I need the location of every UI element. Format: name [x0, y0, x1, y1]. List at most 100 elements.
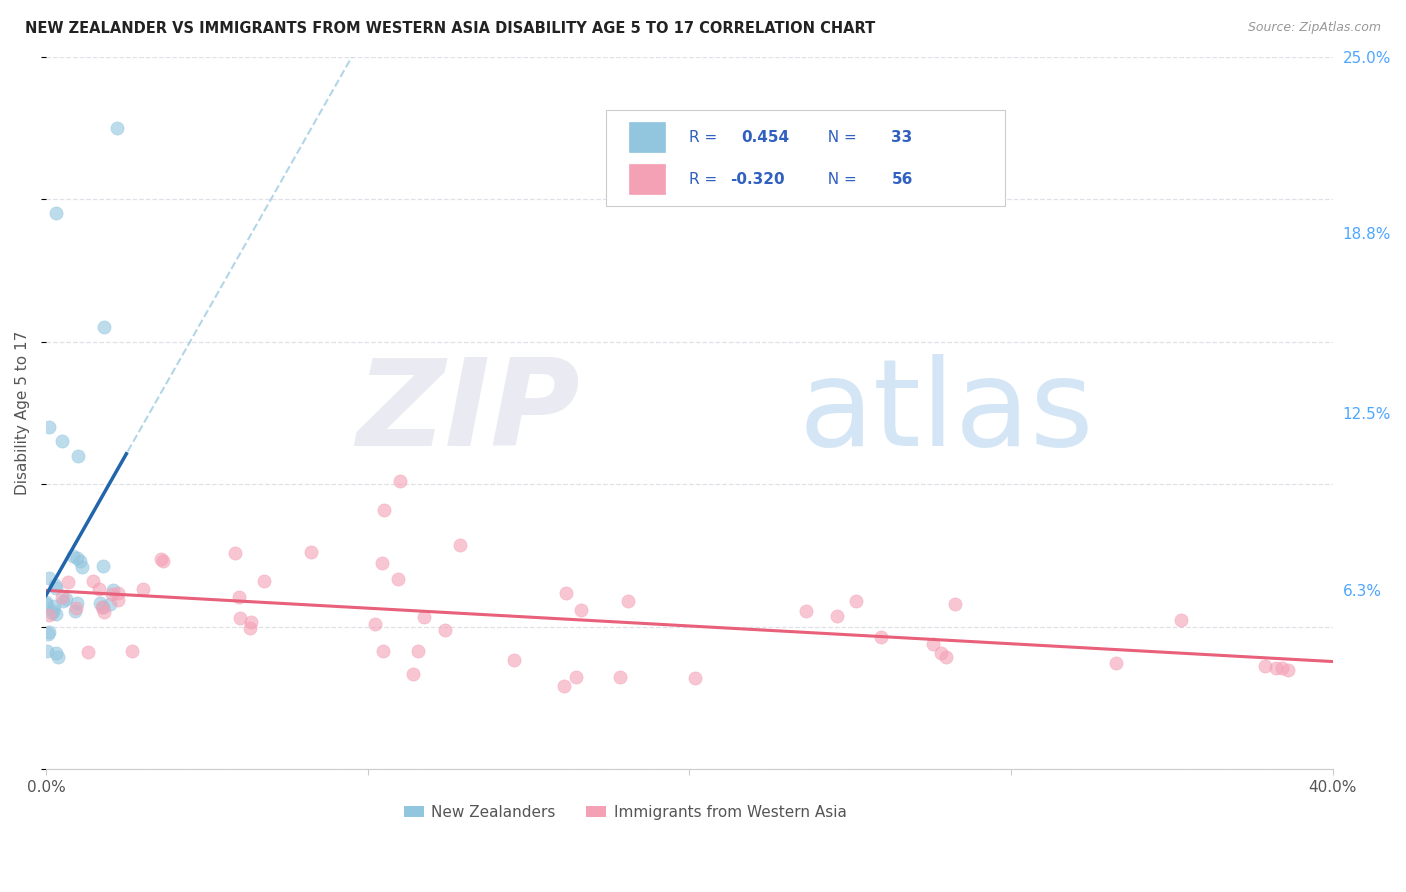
Point	[449, 538, 471, 552]
Point	[406, 644, 429, 658]
Point	[38, 420, 60, 434]
Point	[845, 593, 868, 607]
Point	[1253, 659, 1275, 673]
Point	[107, 586, 129, 600]
Point	[238, 621, 260, 635]
Point	[121, 644, 143, 658]
Point	[869, 630, 891, 644]
Text: NEW ZEALANDER VS IMMIGRANTS FROM WESTERN ASIA DISABILITY AGE 5 TO 17 CORRELATION: NEW ZEALANDER VS IMMIGRANTS FROM WESTERN…	[25, 21, 876, 36]
Point	[1277, 663, 1299, 677]
Point	[794, 604, 817, 618]
Point	[42, 599, 65, 614]
Point	[89, 596, 111, 610]
Point	[929, 647, 952, 661]
Point	[76, 645, 98, 659]
Point	[45, 206, 67, 220]
Point	[683, 671, 706, 685]
Point	[229, 610, 252, 624]
Point	[107, 592, 129, 607]
Point	[364, 617, 387, 632]
Point	[253, 574, 276, 588]
Point	[132, 582, 155, 596]
Point	[371, 556, 394, 570]
Point	[93, 605, 115, 619]
Point	[62, 549, 84, 564]
Point	[569, 603, 592, 617]
Point	[387, 572, 409, 586]
Point	[373, 503, 395, 517]
Text: R =: R =	[689, 129, 727, 145]
Text: atlas: atlas	[799, 354, 1094, 472]
Point	[63, 604, 86, 618]
Text: -0.320: -0.320	[731, 172, 785, 187]
Point	[101, 583, 124, 598]
Point	[87, 582, 110, 596]
Point	[93, 320, 115, 334]
Point	[1264, 661, 1286, 675]
Point	[51, 590, 73, 604]
Point	[402, 667, 425, 681]
Point	[105, 120, 128, 135]
Point	[38, 608, 60, 623]
Point	[945, 597, 967, 611]
Point	[825, 609, 848, 624]
Point	[239, 615, 262, 629]
Point	[38, 624, 60, 639]
Legend: New Zealanders, Immigrants from Western Asia: New Zealanders, Immigrants from Western …	[398, 798, 852, 826]
Point	[554, 586, 576, 600]
Point	[150, 552, 173, 566]
FancyBboxPatch shape	[628, 164, 665, 194]
Point	[35, 595, 58, 609]
Point	[55, 591, 77, 606]
Point	[373, 644, 395, 658]
Point	[91, 600, 114, 615]
Point	[228, 591, 250, 605]
Point	[37, 626, 59, 640]
Point	[45, 581, 67, 595]
FancyBboxPatch shape	[606, 110, 1005, 206]
Point	[100, 597, 122, 611]
Point	[72, 559, 94, 574]
Point	[91, 558, 114, 573]
Point	[413, 610, 436, 624]
Point	[41, 607, 63, 621]
Point	[301, 545, 323, 559]
Point	[100, 587, 122, 601]
Point	[609, 670, 631, 684]
Point	[65, 601, 87, 615]
Point	[1170, 613, 1192, 627]
Point	[67, 449, 90, 463]
Point	[56, 575, 79, 590]
Point	[617, 594, 640, 608]
Point	[502, 652, 524, 666]
Point	[565, 670, 588, 684]
Point	[388, 475, 411, 489]
Point	[46, 649, 69, 664]
Point	[66, 551, 89, 566]
Text: N =: N =	[818, 172, 862, 187]
Text: ZIP: ZIP	[356, 354, 581, 472]
Point	[66, 596, 89, 610]
Text: R =: R =	[689, 172, 723, 187]
Point	[51, 594, 73, 608]
Point	[37, 643, 59, 657]
Point	[553, 679, 575, 693]
Text: N =: N =	[818, 129, 862, 145]
Point	[44, 578, 66, 592]
Point	[152, 554, 174, 568]
Point	[922, 637, 945, 651]
Text: 33: 33	[891, 129, 912, 145]
Point	[45, 646, 67, 660]
Point	[41, 604, 63, 618]
Point	[1105, 656, 1128, 670]
Point	[38, 571, 60, 585]
Point	[90, 599, 112, 614]
Point	[935, 650, 957, 665]
Point	[82, 574, 104, 589]
Point	[45, 607, 67, 622]
Point	[224, 546, 246, 560]
Point	[433, 624, 456, 638]
Point	[1271, 661, 1294, 675]
Text: 56: 56	[891, 172, 912, 187]
Text: 0.454: 0.454	[741, 129, 789, 145]
